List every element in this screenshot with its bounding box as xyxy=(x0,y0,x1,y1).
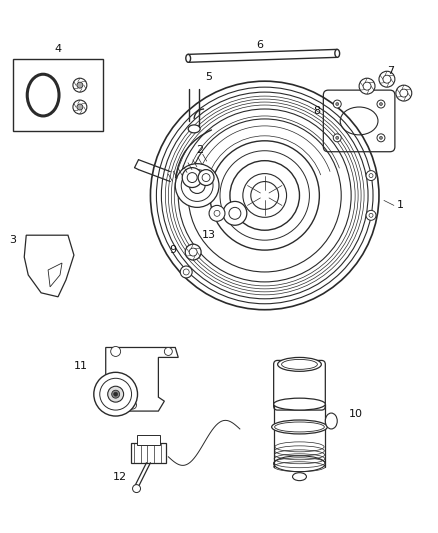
Text: 8: 8 xyxy=(313,106,320,116)
Text: 13: 13 xyxy=(202,230,216,240)
FancyBboxPatch shape xyxy=(323,90,395,152)
Text: 6: 6 xyxy=(256,41,263,51)
Ellipse shape xyxy=(293,473,307,481)
Ellipse shape xyxy=(278,358,321,372)
Ellipse shape xyxy=(274,456,325,472)
Text: 3: 3 xyxy=(9,235,16,245)
Bar xyxy=(137,435,160,445)
Circle shape xyxy=(112,390,120,398)
Circle shape xyxy=(185,244,201,260)
Circle shape xyxy=(366,171,376,181)
Ellipse shape xyxy=(188,125,200,133)
Text: 1: 1 xyxy=(397,200,404,211)
Circle shape xyxy=(133,484,141,492)
Circle shape xyxy=(180,266,192,278)
Text: 5: 5 xyxy=(205,72,212,82)
Circle shape xyxy=(114,392,118,396)
Circle shape xyxy=(209,205,225,221)
Text: 10: 10 xyxy=(349,409,363,419)
Circle shape xyxy=(377,100,385,108)
Text: 11: 11 xyxy=(74,361,88,372)
Circle shape xyxy=(182,168,202,188)
Circle shape xyxy=(379,102,382,106)
Ellipse shape xyxy=(335,50,339,58)
Circle shape xyxy=(379,136,382,139)
Ellipse shape xyxy=(272,420,327,434)
Text: 12: 12 xyxy=(113,472,127,482)
Circle shape xyxy=(396,85,412,101)
Bar xyxy=(131,443,166,463)
Circle shape xyxy=(108,386,124,402)
Circle shape xyxy=(359,78,375,94)
Circle shape xyxy=(336,102,339,106)
Circle shape xyxy=(73,100,87,114)
Text: 9: 9 xyxy=(169,245,176,255)
Circle shape xyxy=(377,134,385,142)
Text: 4: 4 xyxy=(54,44,62,54)
Bar xyxy=(13,59,103,131)
Circle shape xyxy=(379,71,395,87)
Circle shape xyxy=(175,164,219,207)
Circle shape xyxy=(366,211,376,220)
Circle shape xyxy=(164,348,172,356)
Circle shape xyxy=(73,78,87,92)
FancyBboxPatch shape xyxy=(274,360,325,410)
Ellipse shape xyxy=(274,398,325,410)
Circle shape xyxy=(333,100,341,108)
Circle shape xyxy=(77,82,83,88)
Circle shape xyxy=(333,134,341,142)
Circle shape xyxy=(94,373,138,416)
Ellipse shape xyxy=(325,413,337,429)
Circle shape xyxy=(111,346,120,357)
Circle shape xyxy=(223,201,247,225)
Text: 7: 7 xyxy=(387,66,395,76)
Ellipse shape xyxy=(186,54,191,62)
Polygon shape xyxy=(188,50,337,62)
Circle shape xyxy=(198,169,214,185)
Circle shape xyxy=(77,104,83,110)
Text: 2: 2 xyxy=(197,145,204,155)
Circle shape xyxy=(336,136,339,139)
Circle shape xyxy=(129,401,137,409)
